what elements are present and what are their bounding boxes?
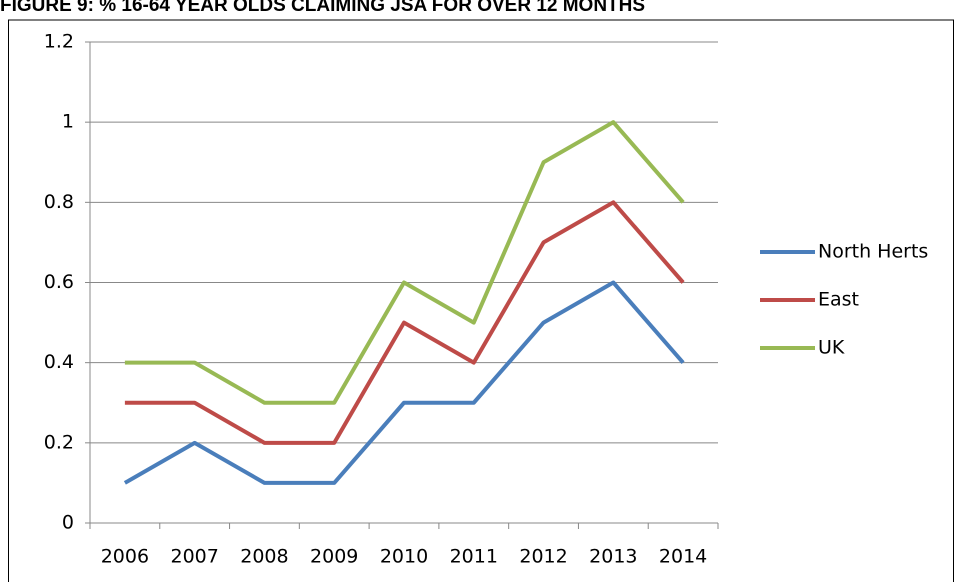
series-line	[124, 200, 685, 445]
x-tick-label: 2012	[519, 546, 567, 568]
y-tick-label: 0	[62, 512, 74, 534]
legend-label: East	[818, 289, 859, 311]
x-tick-label: 2011	[450, 546, 498, 568]
series-line	[123, 280, 685, 485]
y-tick-label: 0.6	[44, 271, 74, 293]
y-tick-label: 1.2	[44, 31, 74, 53]
y-tick-label: 1	[62, 111, 74, 133]
x-tick-label: 2007	[170, 546, 218, 568]
y-tick-label: 0.2	[44, 431, 74, 453]
x-tick-label: 2013	[589, 546, 637, 568]
y-tick-label: 0.8	[44, 191, 74, 213]
legend-label: North Herts	[818, 241, 928, 263]
x-tick-label: 2006	[101, 546, 149, 568]
x-tick-label: 2010	[380, 546, 428, 568]
x-tick-label: 2008	[240, 546, 288, 568]
x-tick-label: 2014	[659, 546, 707, 568]
chart-border	[8, 19, 954, 582]
series-line	[124, 120, 685, 405]
x-tick-label: 2009	[310, 546, 358, 568]
legend-label: UK	[818, 337, 845, 359]
y-tick-label: 0.4	[44, 351, 74, 373]
chart-title: FIGURE 9: % 16-64 YEAR OLDS CLAIMING JSA…	[0, 0, 645, 16]
